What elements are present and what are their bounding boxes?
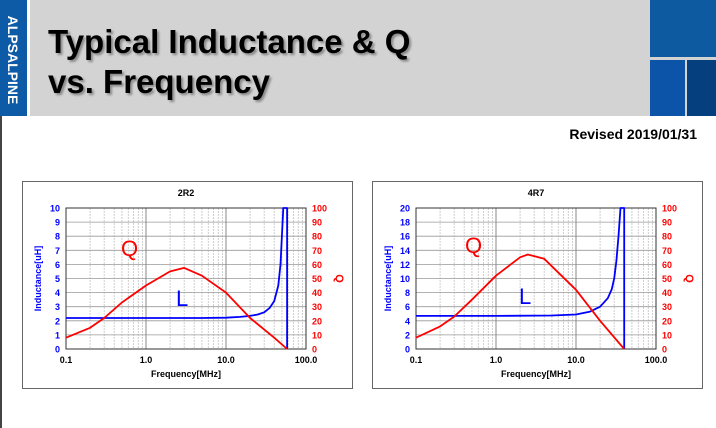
y-tick-label: 10 [400, 274, 410, 284]
decor-block [687, 60, 716, 116]
y-tick-label: 8 [405, 288, 410, 298]
y2-tick-label: 60 [662, 260, 672, 270]
y-tick-label: 6 [55, 260, 60, 270]
y2-tick-label: 90 [662, 218, 672, 228]
y-tick-label: 0 [55, 345, 60, 355]
chart-svg: 0 2 4 6 8 10 12 14 16 18 20 0 10 20 30 40 50 60 70 80 90 100 0… [383, 188, 695, 379]
title-line-1: Typical Inductance & Q [48, 23, 411, 60]
title-line-2: vs. Frequency [48, 63, 270, 100]
page-edge [0, 116, 2, 428]
chart-4r7: 0 2 4 6 8 10 12 14 16 18 20 0 10 20 30 40 50 60 70 80 90 100 0… [372, 181, 703, 389]
y2-tick-label: 30 [662, 302, 672, 312]
y2-tick-label: 90 [312, 218, 322, 228]
y-tick-label: 4 [405, 316, 410, 326]
series-l-line [416, 207, 626, 349]
chart-title: 4R7 [528, 188, 545, 198]
y-tick-label: 8 [55, 232, 60, 242]
y2-tick-label: 30 [312, 302, 322, 312]
y-axis-label: Inductance[uH] [33, 246, 43, 312]
y2-tick-label: 100 [312, 204, 327, 214]
series-q-line [416, 253, 625, 350]
series-q-line [66, 267, 288, 350]
header-band [0, 0, 716, 116]
y-tick-label: 1 [55, 330, 60, 340]
y2-tick-label: 60 [312, 260, 322, 270]
y-tick-label: 18 [400, 218, 410, 228]
x-tick-label: 10.0 [567, 355, 585, 365]
divider [27, 0, 30, 116]
y-tick-label: 12 [400, 260, 410, 270]
x-tick-label: 100.0 [295, 355, 318, 365]
y2-tick-label: 80 [312, 232, 322, 242]
y2-axis-label: Q [683, 274, 695, 283]
annotation-q: Q [121, 236, 138, 261]
y2-axis-label: Q [333, 274, 345, 283]
brand-logo: ALPSALPINE [0, 0, 27, 116]
x-tick-label: 0.1 [410, 355, 423, 365]
x-tick-label: 1.0 [490, 355, 503, 365]
x-axis-label: Frequency[MHz] [151, 369, 221, 379]
x-axis-label: Frequency[MHz] [501, 369, 571, 379]
y-tick-label: 14 [400, 246, 410, 256]
y2-tick-label: 0 [312, 345, 317, 355]
y2-tick-label: 0 [662, 345, 667, 355]
y2-tick-label: 40 [312, 288, 322, 298]
y2-tick-label: 100 [662, 204, 677, 214]
y-tick-label: 0 [405, 345, 410, 355]
x-tick-label: 0.1 [60, 355, 73, 365]
y2-tick-label: 50 [312, 274, 322, 284]
chart-2r2: 0 1 2 3 4 5 6 7 8 9 10 0 10 20 30 40 50 60 70 80 90 100 0.1 1.0… [22, 181, 353, 389]
y-axis-label: Inductance[uH] [383, 246, 393, 312]
y2-tick-label: 70 [312, 246, 322, 256]
y-tick-label: 10 [50, 204, 60, 214]
decor-block [650, 0, 716, 57]
y2-tick-label: 40 [662, 288, 672, 298]
plot-border [415, 207, 657, 350]
y2-tick-label: 20 [662, 316, 672, 326]
y-tick-label: 6 [405, 302, 410, 312]
y-tick-label: 20 [400, 204, 410, 214]
x-tick-label: 1.0 [140, 355, 153, 365]
y-tick-label: 5 [55, 274, 60, 284]
logo-text: ALPSALPINE [5, 15, 21, 105]
y-tick-label: 3 [55, 302, 60, 312]
y-tick-label: 16 [400, 232, 410, 242]
annotation-l: L [176, 286, 188, 311]
y2-tick-label: 20 [312, 316, 322, 326]
annotation-l: L [519, 284, 531, 309]
y-tick-label: 2 [405, 330, 410, 340]
annotation-q: Q [465, 233, 482, 258]
y2-tick-label: 70 [662, 246, 672, 256]
x-tick-label: 100.0 [645, 355, 668, 365]
revised-date: Revised 2019/01/31 [569, 126, 697, 142]
y-tick-label: 9 [55, 218, 60, 228]
y-tick-label: 7 [55, 246, 60, 256]
x-tick-label: 10.0 [217, 355, 235, 365]
chart-title: 2R2 [178, 188, 195, 198]
plot-border [65, 207, 307, 350]
y2-tick-label: 10 [312, 330, 322, 340]
y2-tick-label: 80 [662, 232, 672, 242]
y2-tick-label: 50 [662, 274, 672, 284]
y-tick-label: 2 [55, 316, 60, 326]
series-l-line [66, 207, 288, 349]
y2-tick-label: 10 [662, 330, 672, 340]
y-tick-label: 4 [55, 288, 60, 298]
decor-block [650, 60, 685, 116]
